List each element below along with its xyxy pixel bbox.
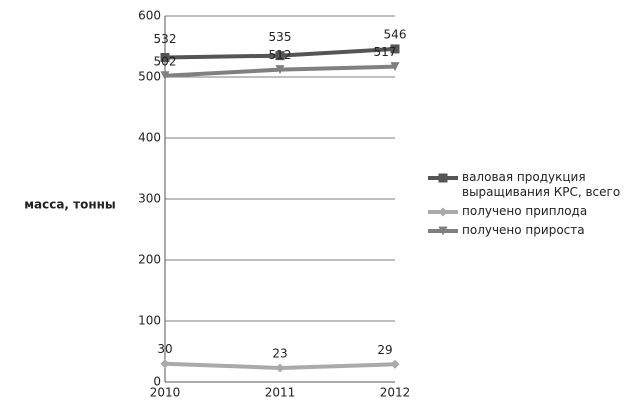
y-tick-label: 600: [138, 9, 161, 23]
legend-label: получено прироста: [462, 223, 585, 237]
marker: [390, 359, 400, 369]
marker: [160, 359, 170, 369]
marker: [390, 44, 400, 54]
marker: [438, 173, 448, 183]
data-label: 546: [384, 27, 407, 41]
data-label: 29: [377, 343, 392, 357]
y-tick-label: 200: [138, 253, 161, 267]
marker: [160, 52, 170, 62]
data-label: 23: [272, 346, 287, 360]
legend-icon: [428, 207, 458, 217]
legend-label: получено приплода: [462, 204, 588, 218]
marker: [275, 363, 285, 373]
legend-item: получено прироста: [428, 223, 638, 238]
y-tick-label: 500: [138, 70, 161, 84]
data-label: 517: [374, 45, 397, 59]
marker: [275, 65, 285, 75]
data-label: 532: [154, 32, 177, 46]
x-tick-label: 2011: [265, 386, 296, 400]
legend-item: валовая продукция выращивания КРС, всего: [428, 170, 638, 200]
y-tick-label: 300: [138, 192, 161, 206]
y-axis-label: масса, тонны: [24, 198, 116, 212]
marker: [438, 207, 448, 217]
marker: [438, 226, 448, 236]
y-tick-label: 400: [138, 131, 161, 145]
data-label: 30: [157, 342, 172, 356]
legend-label: валовая продукция выращивания КРС, всего: [462, 170, 621, 199]
data-label: 512: [269, 48, 292, 62]
legend-icon: [428, 226, 458, 236]
data-label: 535: [269, 30, 292, 44]
legend-item: получено приплода: [428, 204, 638, 219]
data-label: 502: [154, 54, 177, 68]
x-tick-label: 2012: [380, 386, 411, 400]
y-tick-label: 0: [153, 375, 161, 389]
y-tick-label: 100: [138, 314, 161, 328]
legend: валовая продукция выращивания КРС, всего…: [428, 170, 638, 242]
marker: [390, 62, 400, 72]
marker: [160, 71, 170, 81]
legend-icon: [428, 173, 458, 183]
marker: [275, 51, 285, 61]
x-tick-label: 2010: [150, 386, 181, 400]
